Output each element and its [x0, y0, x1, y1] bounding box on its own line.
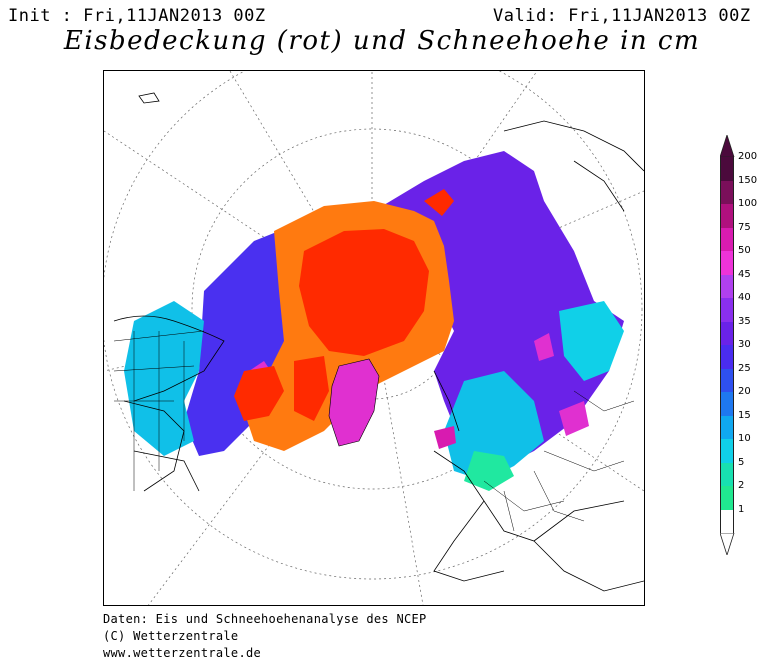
baffin-ice	[294, 356, 329, 421]
valid-time: Valid: Fri,11JAN2013 00Z	[493, 6, 751, 26]
snow-heavy-patch-2	[559, 401, 589, 436]
hudson-ice	[234, 366, 284, 421]
legend-swatch	[720, 227, 734, 251]
legend-swatch	[720, 157, 734, 181]
legend-swatch	[720, 392, 734, 416]
legend-arrow-top	[720, 135, 735, 157]
country-borders	[483, 390, 635, 532]
legend-swatch	[720, 486, 734, 510]
legend-label: 100	[738, 198, 758, 209]
snow-thin-europe	[464, 451, 514, 491]
footer-url[interactable]: www.wetterzentrale.de	[103, 646, 262, 660]
legend-label: 35	[738, 315, 751, 327]
map-canvas	[104, 71, 644, 605]
legend-label: 5	[738, 456, 745, 468]
legend-label: 50	[738, 245, 751, 256]
sea-ice	[234, 189, 454, 451]
footer-source: Daten: Eis und Schneehoehenanalyse des N…	[103, 612, 427, 626]
footer-copyright: (C) Wetterzentrale	[103, 629, 239, 643]
snow-heavy-patch-4	[434, 426, 456, 449]
snow-light-europe	[444, 371, 544, 481]
legend-swatch	[720, 415, 734, 439]
legend-label: 25	[738, 362, 751, 374]
legend-swatch	[720, 368, 734, 392]
legend-label: 10	[738, 433, 751, 444]
legend-label: 75	[738, 221, 751, 233]
map-title: Eisbedeckung (rot) und Schneehoehe in cm	[63, 26, 701, 56]
legend-label: 2	[738, 480, 745, 491]
greenland	[328, 358, 380, 447]
snow-thin-russia	[559, 301, 624, 381]
legend-swatch	[720, 509, 734, 533]
legend-swatch	[720, 298, 734, 322]
legend-label: 40	[738, 292, 751, 303]
legend-swatch	[720, 180, 734, 204]
legend-swatch	[720, 462, 734, 486]
legend-label: 45	[738, 268, 751, 280]
legend-swatch	[720, 321, 734, 345]
legend-swatch	[720, 204, 734, 228]
legend-swatch	[720, 345, 734, 369]
legend-label: 30	[738, 339, 751, 350]
state-borders	[113, 330, 205, 491]
legend-swatch	[720, 251, 734, 275]
init-time: Init : Fri,11JAN2013 00Z	[8, 6, 266, 26]
legend-swatch	[720, 439, 734, 463]
legend-arrow-bottom	[720, 533, 735, 555]
legend-label: 20	[738, 386, 751, 397]
legend-label: 150	[738, 174, 758, 186]
legend-swatch	[720, 274, 734, 298]
legend: 200 150 100 75 50 45 40 35 30 25 20 15 10 5 2 1	[714, 135, 764, 555]
legend-label: 15	[738, 409, 751, 421]
okhotsk-ice	[424, 189, 454, 216]
legend-label: 1	[738, 503, 745, 515]
legend-label: 200	[738, 151, 758, 162]
snow-heavy-patch-3	[534, 333, 554, 361]
arctic-ice	[299, 229, 429, 356]
snow-ice-map	[103, 70, 645, 606]
